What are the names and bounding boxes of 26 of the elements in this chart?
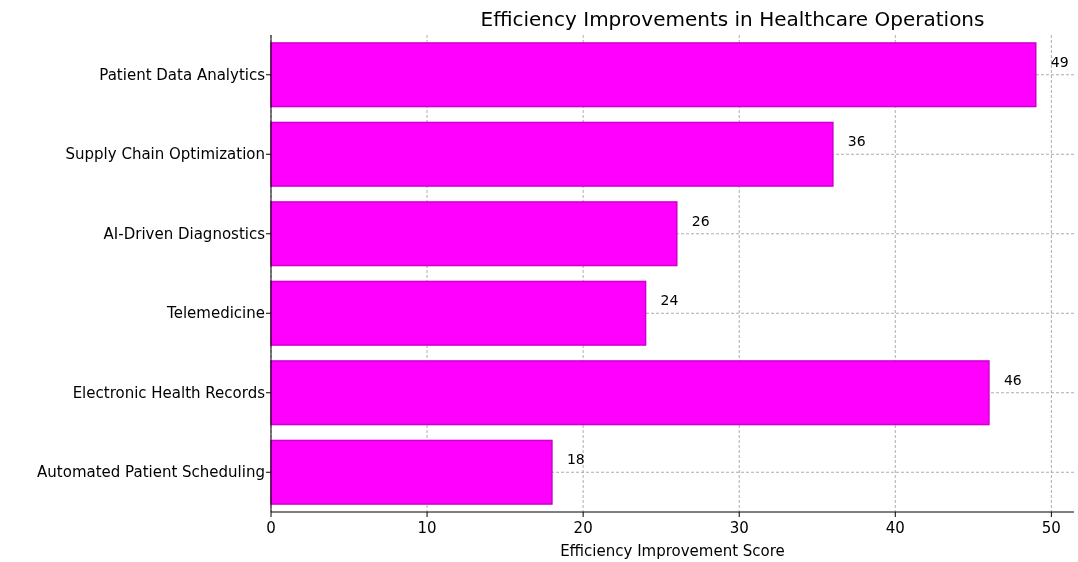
data-label: 46 — [1003, 371, 1022, 388]
bar — [270, 121, 834, 187]
bar — [270, 201, 678, 267]
y-tick-label: Supply Chain Optimization — [65, 145, 265, 164]
y-tick-label: Telemedicine — [166, 304, 265, 323]
data-label: 36 — [847, 133, 866, 150]
x-tick-label: 0 — [266, 519, 276, 537]
bar — [270, 360, 990, 426]
y-tick-label: Patient Data Analytics — [99, 65, 266, 84]
x-tick-label: 40 — [885, 519, 905, 537]
x-tick-label: 30 — [729, 519, 749, 537]
y-tick-label: Electronic Health Records — [72, 383, 266, 402]
y-tick-label: Automated Patient Scheduling — [37, 463, 265, 482]
bar — [270, 439, 553, 505]
data-label: 24 — [660, 292, 679, 309]
x-tick-label: 50 — [1041, 519, 1061, 537]
data-label: 26 — [691, 212, 710, 229]
x-tick-label: 10 — [417, 519, 437, 537]
y-tick-label: AI-Driven Diagnostics — [103, 224, 266, 243]
bar — [270, 42, 1037, 108]
bar — [270, 280, 647, 346]
x-tick-label: 20 — [573, 519, 593, 537]
data-label: 18 — [566, 451, 585, 468]
chart-title: Efficiency Improvements in Healthcare Operations — [480, 7, 985, 31]
x-axis-title: Efficiency Improvement Score — [560, 542, 785, 560]
data-label: 49 — [1050, 53, 1069, 70]
